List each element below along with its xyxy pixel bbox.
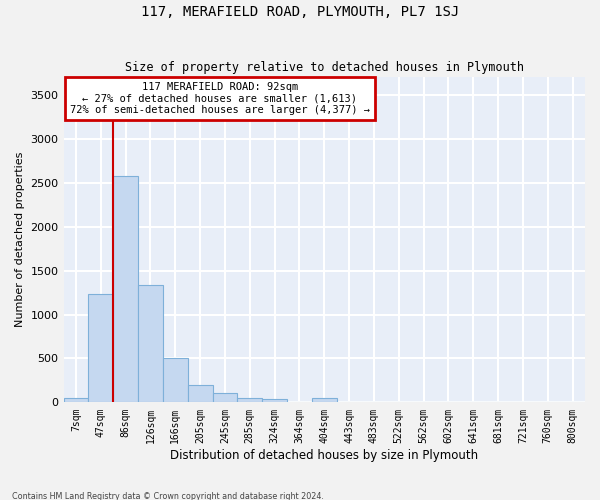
Text: Contains HM Land Registry data © Crown copyright and database right 2024.: Contains HM Land Registry data © Crown c… (12, 492, 324, 500)
Bar (64, 398, 88, 402)
Text: 117, MERAFIELD ROAD, PLYMOUTH, PL7 1SJ: 117, MERAFIELD ROAD, PLYMOUTH, PL7 1SJ (141, 5, 459, 19)
X-axis label: Distribution of detached houses by size in Plymouth: Distribution of detached houses by size … (170, 450, 478, 462)
Bar (188, 386, 212, 402)
Bar (113, 176, 138, 402)
Bar (212, 393, 238, 402)
Bar (138, 284, 163, 403)
Bar (312, 398, 337, 402)
Bar (163, 358, 188, 403)
Bar (238, 398, 262, 402)
Bar (88, 294, 113, 403)
Title: Size of property relative to detached houses in Plymouth: Size of property relative to detached ho… (125, 62, 524, 74)
Y-axis label: Number of detached properties: Number of detached properties (15, 152, 25, 328)
Text: 117 MERAFIELD ROAD: 92sqm
← 27% of detached houses are smaller (1,613)
72% of se: 117 MERAFIELD ROAD: 92sqm ← 27% of detac… (70, 82, 370, 115)
Bar (262, 400, 287, 402)
